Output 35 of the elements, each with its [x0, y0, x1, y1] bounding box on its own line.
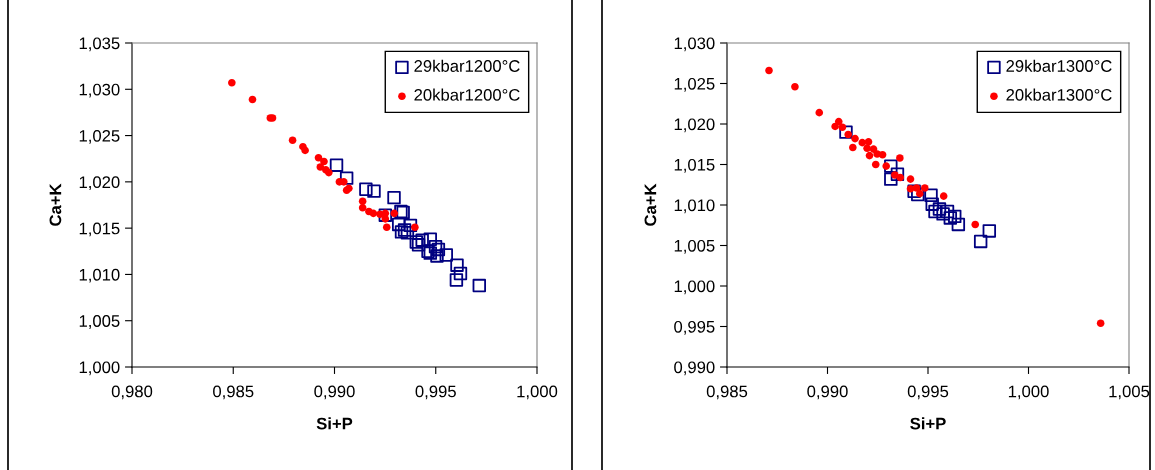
- x-tick-label: 1,005: [1109, 385, 1150, 400]
- y-axis-title: Ca+K: [49, 183, 62, 226]
- legend-label: 29kbar1300°C: [1006, 59, 1112, 72]
- x-tick-label: 0,990: [314, 385, 355, 400]
- legend-label: 20kbar1200°C: [414, 88, 520, 101]
- x-tick-label: 0,985: [706, 385, 748, 400]
- x-tick-label: 0,990: [807, 385, 848, 400]
- y-tick-label: 1,025: [79, 129, 120, 144]
- y-tick-label: 1,010: [674, 199, 715, 214]
- y-tick-label: 1,020: [79, 176, 120, 191]
- y-tick-label: 1,020: [674, 118, 715, 133]
- x-axis-title: Si+P: [910, 417, 946, 430]
- y-tick-label: 1,010: [79, 268, 120, 283]
- y-tick-label: 1,030: [79, 83, 120, 98]
- y-tick-label: 0,995: [674, 320, 715, 335]
- x-tick-label: 1,000: [517, 385, 558, 400]
- y-tick-label: 1,030: [674, 37, 715, 52]
- legend-label: 20kbar1300°C: [1006, 88, 1112, 101]
- y-tick-label: 1,000: [79, 361, 120, 376]
- y-tick-label: 1,000: [674, 280, 715, 295]
- x-tick-label: 0,995: [415, 385, 456, 400]
- y-tick-label: 1,025: [674, 77, 715, 92]
- x-axis-title: Si+P: [316, 417, 353, 430]
- x-tick-label: 0,995: [907, 385, 949, 400]
- x-tick-label: 0,985: [213, 385, 254, 400]
- x-tick-label: 0,980: [111, 385, 153, 400]
- y-tick-label: 0,990: [674, 361, 715, 376]
- y-tick-label: 1,035: [79, 37, 120, 52]
- x-tick-label: 1,000: [1008, 385, 1049, 400]
- y-tick-label: 1,015: [79, 222, 120, 237]
- legend-label: 29kbar1200°C: [414, 59, 520, 72]
- y-tick-label: 1,005: [79, 315, 120, 329]
- y-axis-title: Ca+K: [644, 183, 657, 226]
- y-tick-label: 1,005: [674, 239, 715, 254]
- y-tick-label: 1,015: [674, 158, 715, 173]
